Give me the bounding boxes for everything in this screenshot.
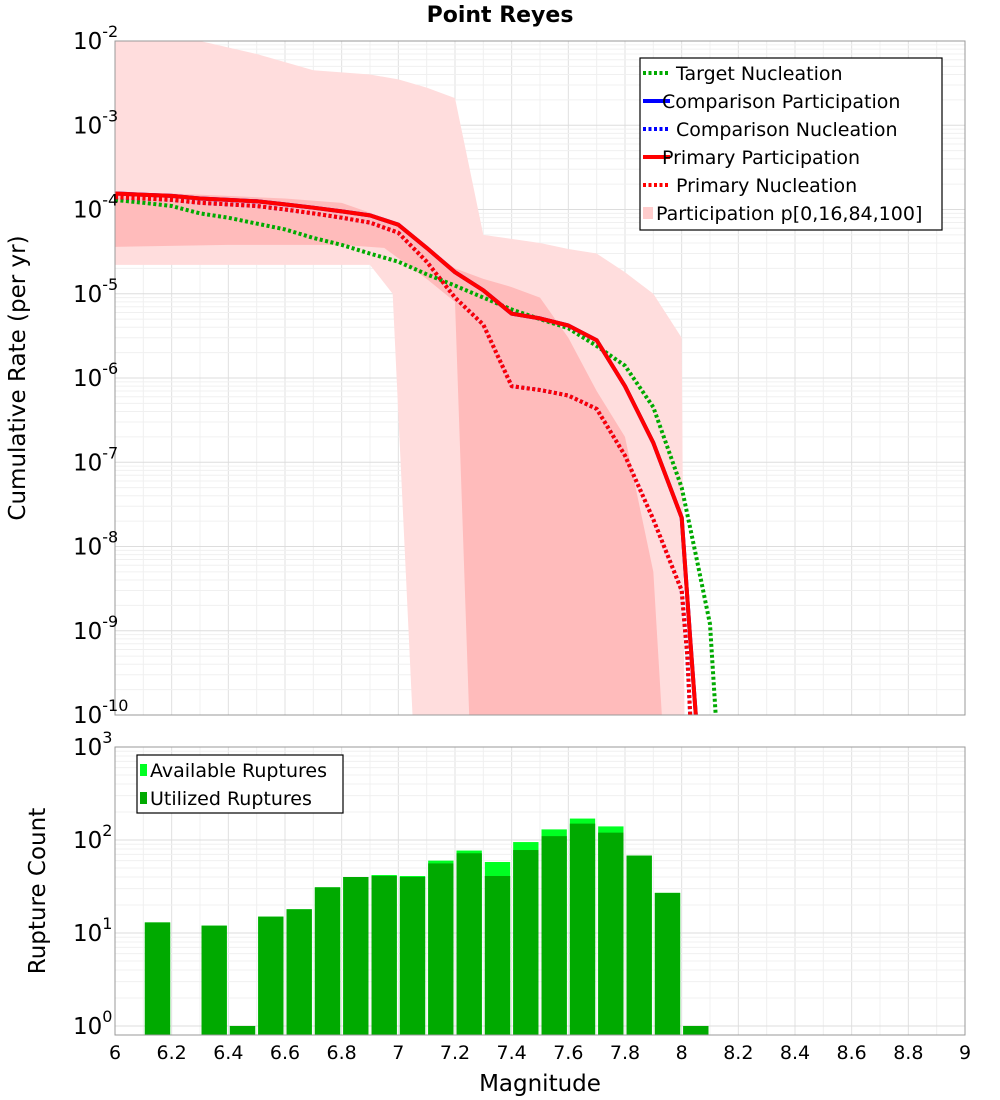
bar-utilized [513, 850, 539, 1035]
bar-utilized [541, 836, 567, 1035]
x-tick-label: 7.4 [497, 1042, 527, 1064]
top-legend: Target Nucleation Comparison Participatio… [639, 57, 943, 231]
bottom-legend-items: Available Ruptures Utilized Ruptures [140, 760, 327, 810]
x-tick-label: 8 [676, 1042, 688, 1064]
top-plot-frame [114, 40, 966, 716]
bar-utilized [399, 877, 426, 1035]
bar-utilized [654, 892, 681, 1035]
top-y-tick-label: 10-9 [73, 612, 118, 645]
rate-curves [114, 191, 718, 716]
bar-utilized [683, 1025, 709, 1035]
top-y-axis-label: Cumulative Rate (per yr) [5, 235, 31, 520]
x-tick-label: 7.2 [440, 1042, 470, 1064]
top-y-tick-label: 10-3 [73, 106, 118, 139]
legend-label: Comparison Participation [662, 91, 900, 113]
bottom-legend: Available Ruptures Utilized Ruptures [136, 754, 344, 814]
bar-utilized [286, 909, 312, 1035]
bar-utilized [569, 823, 596, 1035]
top-y-tick-label: 10-2 [73, 22, 118, 55]
bar-utilized [343, 877, 369, 1035]
chart-title: Point Reyes [427, 3, 574, 28]
bottom-legend-swatch [140, 792, 147, 804]
series-primary-nucleation [114, 195, 693, 716]
legend-label: Comparison Nucleation [676, 119, 898, 141]
bar-utilized [258, 916, 284, 1035]
bar-utilized [598, 832, 624, 1035]
bar-utilized [229, 1025, 256, 1035]
series-primary-participation [114, 191, 698, 716]
x-tick-label: 6.6 [270, 1042, 300, 1064]
bar-utilized [371, 876, 397, 1035]
legend-label: Primary Participation [662, 147, 860, 169]
top-y-tick-label: 10-6 [73, 359, 118, 392]
rupture-count-panel: 100 101 102 103 6 6.2 6.4 6.6 6.8 7 7.2 7.4 7.6 7.8 8… [25, 728, 971, 1097]
bottom-y-axis-label: Rupture Count [25, 808, 51, 974]
bottom-y-axis-ticks: 100 101 102 103 [73, 728, 112, 1040]
cumulative-rate-panel: Point Reyes 10-1010-910-810-710-610-510-… [5, 3, 966, 729]
band-p16-p84 [115, 192, 662, 716]
x-tick-label: 8.2 [723, 1042, 753, 1064]
participation-bands [115, 41, 685, 716]
x-tick-label: 6.2 [157, 1042, 187, 1064]
legend-label: Primary Nucleation [676, 175, 857, 197]
rupture-bars [144, 818, 709, 1035]
series-target-nucleation [114, 197, 718, 716]
x-tick-label: 8.4 [780, 1042, 810, 1064]
x-axis-ticks: 6 6.2 6.4 6.6 6.8 7 7.2 7.4 7.6 7.8 8 8.2 8.4 8.6 8.8 9 [109, 1042, 971, 1064]
bottom-plot-frame [114, 746, 966, 1036]
x-tick-label: 6.8 [327, 1042, 357, 1064]
x-tick-label: 7 [392, 1042, 404, 1064]
top-legend-box [639, 57, 943, 231]
top-y-axis-ticks: 10-10 10-9 10-8 10-7 10-6 10-5 10-4 10-3 10-2 [73, 22, 128, 729]
bottom-legend-swatch [140, 764, 147, 776]
top-y-tick-label: 10-8 [73, 528, 118, 561]
legend-label: Target Nucleation [675, 63, 843, 85]
bar-utilized [314, 887, 341, 1035]
bottom-y-tick-label: 103 [73, 728, 112, 761]
x-tick-label: 6.4 [213, 1042, 243, 1064]
bottom-y-tick-label: 100 [73, 1007, 112, 1040]
top-y-tick-label: 10-5 [73, 275, 118, 308]
bottom-legend-box [136, 754, 344, 814]
x-tick-label: 6 [109, 1042, 121, 1064]
top-y-tick-label: 10-4 [73, 191, 118, 224]
x-axis-label: Magnitude [479, 1071, 601, 1097]
x-tick-label: 8.8 [893, 1042, 923, 1064]
bar-utilized [484, 876, 511, 1035]
x-tick-label: 7.8 [610, 1042, 640, 1064]
x-tick-label: 8.6 [837, 1042, 867, 1064]
legend-label: Participation p[0,16,84,100] [656, 203, 922, 225]
top-y-tick-label: 10-7 [73, 443, 118, 476]
bottom-y-tick-label: 102 [73, 821, 112, 854]
x-tick-label: 9 [959, 1042, 971, 1064]
bottom-y-tick-label: 101 [73, 914, 112, 947]
bar-utilized [456, 853, 482, 1035]
bottom-legend-label: Available Ruptures [150, 760, 327, 782]
top-y-tick-label: 10-10 [73, 696, 128, 729]
bottom-legend-label: Utilized Ruptures [150, 788, 312, 810]
legend-swatch-band [643, 207, 653, 219]
bar-utilized [428, 863, 454, 1035]
x-tick-label: 7.6 [553, 1042, 583, 1064]
bar-utilized [201, 925, 227, 1035]
bar-utilized [626, 855, 652, 1035]
top-legend-items: Target Nucleation Comparison Participatio… [643, 63, 922, 225]
bar-utilized [144, 922, 171, 1035]
